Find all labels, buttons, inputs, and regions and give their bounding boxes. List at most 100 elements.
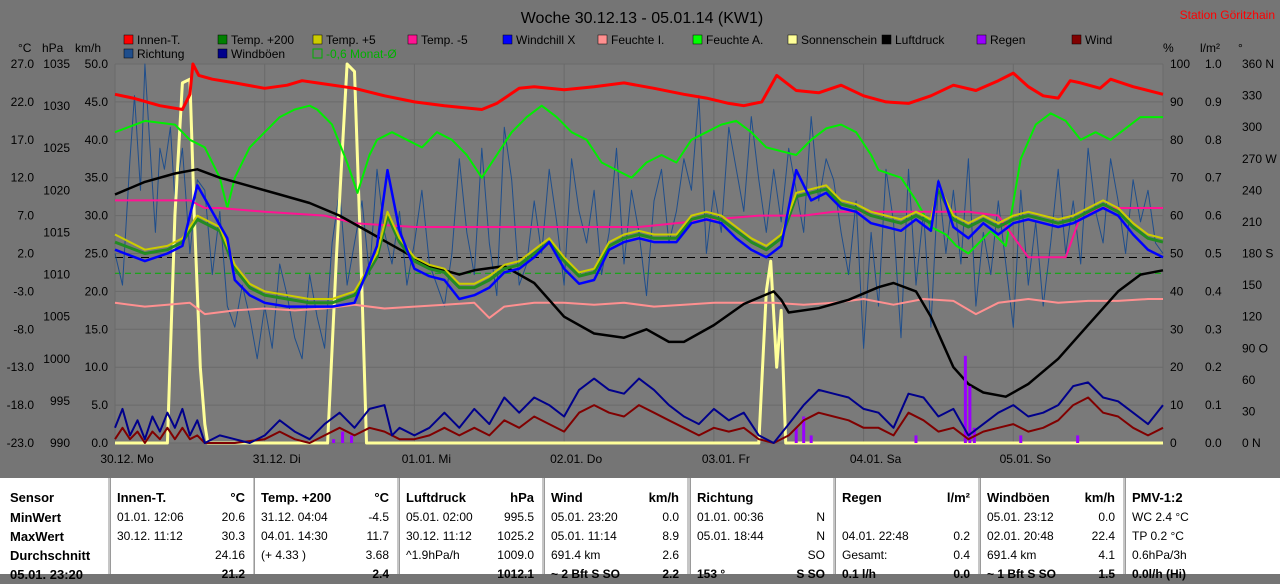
rain-bar [809, 435, 813, 443]
legend-swatch [502, 34, 513, 45]
temp-tick-label: 12.0 [11, 171, 35, 185]
panel-row-timestamp: ~ 2 Bft S SO [551, 567, 621, 581]
panel-row-timestamp: ^1.9hPa/h [406, 548, 460, 562]
rain-bar [350, 435, 354, 443]
sensor-panel-pmv-1-2: PMV-1:2 WC 2.4 °C TP 0.2 °C 0.6hPa/3h 0.0l/h… [1125, 478, 1280, 581]
rain-tick-label: 1.0 [1205, 57, 1222, 71]
panel-row: 05.01. 11:14 8.9 [545, 527, 687, 546]
panel-row-timestamp: 30.12. 11:12 [117, 529, 183, 543]
panel-title: Temp. +200 [261, 490, 332, 505]
legend-item: Temp. +5 [312, 33, 376, 47]
panel-row-timestamp: 0.1 l/h [842, 567, 877, 581]
x-axis-label: 05.01. So [1000, 452, 1052, 466]
panel-row-timestamp: (+ 4.33 ) [261, 548, 307, 562]
sensor-panel-richtung: Richtung 01.01. 00:36 N 05.01. 18:44 N SO 153 … [690, 478, 833, 581]
axis-unit-labels: °C hPa km/h % l/m² ° [18, 41, 1243, 55]
panel-row: 05.01. 02:00 995.5 [400, 508, 542, 527]
panel-row-value: 30.3 [221, 529, 245, 543]
percent-tick-label: 30 [1170, 322, 1184, 336]
sensor-panel-innen-t-: Innen-T. °C 01.01. 12:06 20.6 30.12. 11:12 30… [110, 478, 253, 581]
panel-row-value: 21.2 [221, 567, 245, 581]
panel-row-timestamp: 01.01. 00:36 [697, 510, 764, 524]
series-line-temp-5 [114, 184, 1164, 300]
panel-row-value: 2.6 [662, 548, 679, 562]
panel-row-timestamp: 05.01. 02:00 [406, 510, 473, 524]
panel-row-value: 24.16 [214, 548, 245, 562]
direction-tick-label: 30 [1242, 404, 1256, 418]
temp-tick-label: -3.0 [13, 284, 34, 298]
sensor-panel-wind: Wind km/h 05.01. 23:20 0.0 05.01. 11:14 8.9 69… [544, 478, 687, 581]
direction-tick-label: 90 O [1242, 341, 1268, 355]
percent-tick-label: 70 [1170, 171, 1184, 185]
percent-tick-label: 20 [1170, 360, 1184, 374]
wind-tick-label: 0.0 [91, 436, 108, 450]
panel-row-value: 0.0 [662, 510, 679, 524]
legend-label: Temp. +5 [326, 33, 376, 47]
panel-row: 04.01. 22:48 0.2 [836, 527, 978, 546]
percent-unit-label: % [1163, 41, 1174, 55]
row-label-panel: Sensor MinWert MaxWert Durchschnitt 05.0… [0, 478, 108, 582]
direction-tick-label: 0 N [1242, 436, 1261, 450]
legend-item: Regen [976, 33, 1025, 47]
chart-legend: Innen-T. Temp. +200 Temp. +5 Temp. -5 Windch… [123, 33, 1112, 61]
rain-tick-label: 0.1 [1205, 398, 1222, 412]
rain-bar [341, 431, 345, 443]
panel-row-timestamp: 05.01. 18:44 [697, 529, 764, 543]
panel-row-value: 8.9 [662, 529, 679, 543]
legend-label: Feuchte I. [611, 33, 664, 47]
legend-label: Temp. +200 [231, 33, 294, 47]
panel-row: SO [691, 546, 833, 565]
x-axis-label: 01.01. Mi [402, 452, 451, 466]
temp-tick-label: 27.0 [11, 57, 35, 71]
legend-item: Temp. +200 [217, 33, 294, 47]
panel-unit: km/h [648, 490, 679, 505]
legend-label: Windböen [231, 47, 285, 61]
legend-label: Regen [990, 33, 1025, 47]
rain-bar [914, 435, 918, 443]
pressure-tick-label: 1035 [43, 57, 70, 71]
panel-title: Richtung [697, 490, 754, 505]
panel-row-value: 1.5 [1098, 567, 1115, 581]
legend-item: Luftdruck [881, 33, 945, 47]
legend-swatch [312, 34, 323, 45]
series-line-wind [114, 396, 1164, 444]
panel-row: 01.01. 00:36 N [691, 508, 833, 527]
panel-row: ^1.9hPa/h 1009.0 [400, 546, 542, 565]
direction-tick-label: 180 S [1242, 247, 1273, 261]
panel-row: TP 0.2 °C [1126, 527, 1280, 546]
panel-row-value: S SO [796, 567, 825, 581]
temp-tick-label: -23.0 [7, 436, 35, 450]
legend-swatch [597, 34, 608, 45]
panel-row-timestamp: 31.12. 04:04 [261, 510, 328, 524]
direction-tick-label: 60 [1242, 373, 1256, 387]
sensor-panel-regen: Regen l/m² 04.01. 22:48 0.2 Gesamt: 0.4 0.1 l/… [835, 478, 978, 581]
wind-tick-label: 30.0 [85, 209, 109, 223]
panel-row: 24.16 [111, 546, 253, 565]
rain-tick-label: 0.4 [1205, 284, 1222, 298]
panel-row: 31.12. 04:04 -4.5 [255, 508, 397, 527]
legend-item: Windböen [217, 47, 285, 61]
panel-row-value: SO [807, 548, 825, 562]
legend-item: -0,6 Monat-Ø [312, 47, 397, 61]
legend-label: Wind [1085, 33, 1112, 47]
panel-row-timestamp: TP 0.2 °C [1132, 529, 1184, 543]
legend-swatch [881, 34, 892, 45]
pressure-tick-label: 1005 [43, 310, 70, 324]
percent-tick-label: 60 [1170, 209, 1184, 223]
series-line-innen-t- [114, 62, 1164, 111]
panel-row-value: 2.2 [662, 567, 679, 581]
panel-row-value: 1009.0 [497, 548, 534, 562]
panel-row-value: 1025.2 [497, 529, 534, 543]
legend-label: Temp. -5 [421, 33, 468, 47]
panel-row: ~ 1 Bft S SO 1.5 [981, 565, 1123, 584]
series-line-windb-en [114, 377, 1164, 444]
panel-row-value: N [816, 529, 825, 543]
panel-title: Windböen [987, 490, 1050, 505]
legend-swatch [217, 48, 228, 59]
rain-tick-label: 0.6 [1205, 209, 1222, 223]
panel-row-timestamp: 05.01. 23:20 [551, 510, 618, 524]
legend-item: Wind [1071, 33, 1112, 47]
x-axis-label: 30.12. Mo [100, 452, 154, 466]
legend-swatch [312, 48, 323, 59]
direction-tick-label: 270 W [1242, 152, 1277, 166]
